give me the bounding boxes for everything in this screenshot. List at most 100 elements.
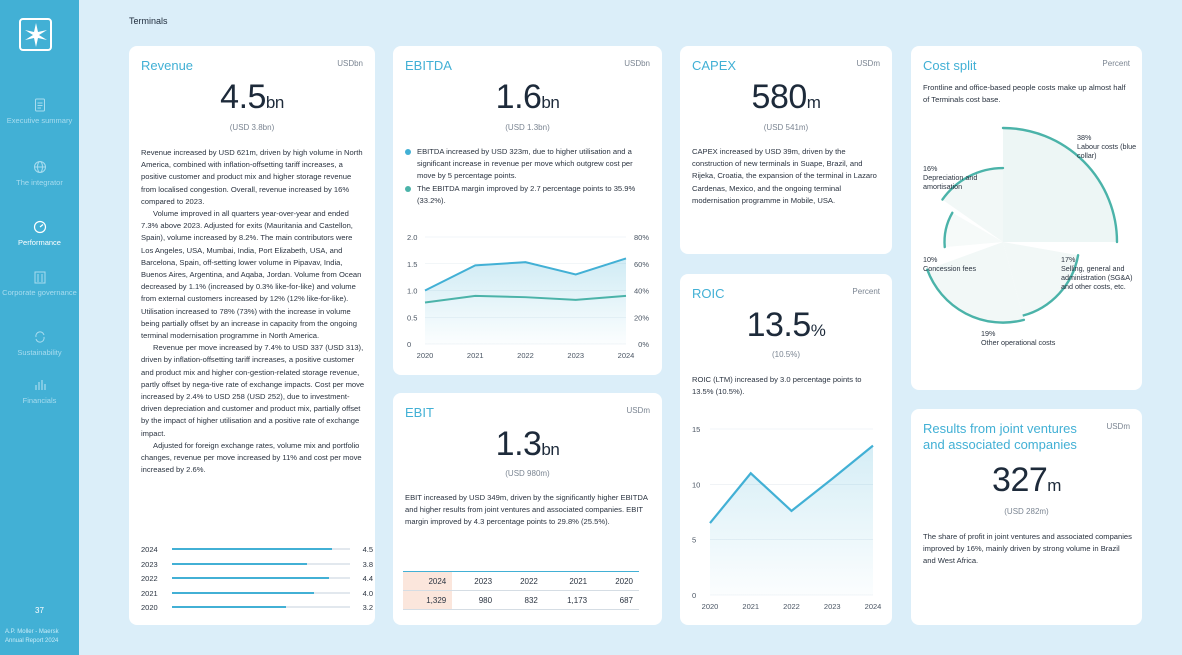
unit-label: USDm: [856, 59, 880, 68]
maersk-star-logo[interactable]: [19, 18, 52, 51]
table-cell: 1,173: [543, 590, 594, 610]
page-number: 37: [35, 606, 44, 615]
bar-value-label: 4.4: [362, 574, 373, 583]
globe-icon: [33, 161, 46, 173]
unit-label: USDbn: [337, 59, 363, 68]
roic-line-chart: 15 10 5 0 2020 2021 2022 2023 2024: [692, 425, 881, 611]
revenue-bar-row: 2024 4.5: [141, 543, 373, 555]
kpi-number: 4.5: [220, 78, 266, 116]
roic-line: [709, 444, 874, 524]
revenue-bar: [172, 562, 308, 565]
cost-name: Concession fees: [923, 264, 977, 273]
cost-wedge: [927, 242, 1024, 323]
revenue-bar: [172, 548, 333, 550]
star-icon: [24, 22, 47, 47]
ebitda-line-chart: 2.0 80% 1.5 60% 1.0 40% 0.5 20% 0 0% 2020 2021 2022 2…: [407, 233, 649, 360]
ebitda-line: [424, 257, 627, 292]
nav-financials[interactable]: Financials: [0, 378, 79, 405]
bar-track: [172, 606, 350, 608]
nav-label: Sustainability: [17, 348, 62, 357]
prior-year-value: (USD 541m): [763, 123, 809, 132]
nav-corporate-governance[interactable]: Corporate governance: [0, 270, 79, 297]
cost-split-rose-chart: [926, 126, 1119, 324]
table-row: 1,329 980 832 1,173 687: [403, 590, 639, 610]
nav-label: Financials: [22, 396, 57, 405]
unit-label: USDm: [626, 406, 650, 415]
table-cell: 2022: [498, 571, 544, 591]
x-tick-label: 2024: [618, 351, 635, 360]
nav-sustainability[interactable]: Sustainability: [0, 330, 79, 357]
kpi-suffix: bn: [541, 440, 560, 459]
roic-text: ROIC (LTM) increased by 3.0 percentage p…: [692, 375, 862, 397]
jv-card: Results from joint ventures and associate…: [911, 409, 1142, 625]
cost-wedge-arc: [1001, 126, 1119, 244]
kpi-number: 13.5: [746, 306, 812, 344]
y-tick-label: 5: [692, 536, 696, 545]
revenue-card: Revenue USDbn 4.5bn (USD 3.8bn) Revenue …: [129, 46, 375, 625]
prior-year-value: (10.5%): [771, 350, 800, 359]
paragraph: Revenue increased by USD 621m, driven by…: [141, 148, 363, 206]
nav-label: Corporate governance: [2, 288, 77, 297]
prior-year-value: (USD 3.8bn): [229, 123, 275, 132]
cost-label-depreciation: 16% Depreciation and amortisation: [923, 164, 1003, 191]
kpi-number: 580: [751, 78, 808, 116]
y-tick-label-left: 0: [407, 340, 411, 349]
cost-name: Selling, general and administration (SG&…: [1061, 264, 1133, 291]
revenue-bar-row: 2023 3.8: [141, 558, 373, 570]
unit-label: USDbn: [624, 59, 650, 68]
y-tick-label-left: 1.5: [407, 260, 417, 269]
cost-wedge-arc: [941, 166, 1005, 201]
revenue-bar: [172, 606, 286, 608]
cost-label-sga: 17% Selling, general and administration (…: [1061, 255, 1141, 291]
nav-label: The integrator: [16, 178, 63, 187]
table-cell: 2024: [403, 571, 453, 591]
prior-year-value: (USD 980m): [505, 469, 550, 478]
card-title: Revenue: [141, 58, 194, 73]
bar-year-label: 2023: [141, 559, 158, 569]
bar-year-label: 2021: [141, 588, 158, 598]
nav-performance[interactable]: Performance: [0, 220, 79, 247]
y-tick-label: 15: [692, 425, 700, 434]
gauge-icon: [33, 220, 46, 234]
card-title: CAPEX: [692, 58, 737, 73]
bullet-item: EBITDA increased by USD 323m, due to hig…: [405, 146, 637, 183]
table-cell: 2020: [593, 571, 639, 591]
recycle-icon: [34, 331, 45, 343]
card-title: ROIC: [692, 286, 725, 301]
document-icon: [34, 98, 45, 112]
cost-wedge: [944, 212, 1003, 248]
cost-wedge: [1003, 242, 1079, 316]
bar-track: [172, 577, 350, 579]
bar-track: [172, 548, 350, 550]
ebitda-card: EBITDA USDbn 1.6bn (USD 1.3bn) EBITDA in…: [393, 46, 662, 375]
bar-track: [172, 591, 350, 594]
x-tick-label: 2020: [702, 602, 719, 611]
y-tick-label-right: 0%: [638, 340, 649, 349]
cost-name: Depreciation and amortisation: [923, 173, 978, 191]
cost-name: Labour costs (blue collar): [1077, 142, 1137, 160]
revenue-text: Revenue increased by USD 621m, driven by…: [141, 147, 365, 476]
nav-the-integrator[interactable]: The integrator: [0, 160, 79, 187]
ebit-table: 2024 2023 2022 2021 2020 1,329 980 832 1…: [403, 571, 639, 610]
card-title: EBIT: [405, 405, 434, 420]
capex-card: CAPEX USDm 580m (USD 541m) CAPEX increas…: [680, 46, 892, 254]
table-cell: 2023: [452, 571, 499, 591]
roic-card: ROIC Percent 13.5% (10.5%) ROIC (LTM) in…: [680, 274, 892, 625]
x-tick-label: 2023: [824, 602, 841, 611]
y-tick-label-right: 20%: [634, 313, 649, 322]
cost-wedge: [942, 168, 1003, 242]
kpi-value: 580m: [680, 78, 892, 117]
nav-executive-summary[interactable]: Executive summary: [0, 98, 79, 125]
cost-pct: 16%: [923, 164, 938, 173]
cost-label-concession: 10% Concession fees: [923, 255, 983, 273]
card-title-line: and associated companies: [923, 437, 1077, 452]
bar-value-label: 3.2: [362, 603, 373, 612]
y-tick-label-left: 1.0: [407, 287, 417, 296]
cost-name: Other operational costs: [981, 338, 1056, 347]
x-tick-label: 2023: [567, 351, 584, 360]
bar-year-label: 2020: [141, 603, 158, 612]
roic-area: [710, 445, 873, 595]
cost-pct: 19%: [981, 329, 996, 338]
table-cell: 980: [452, 590, 499, 610]
y-tick-label: 0: [692, 591, 696, 600]
